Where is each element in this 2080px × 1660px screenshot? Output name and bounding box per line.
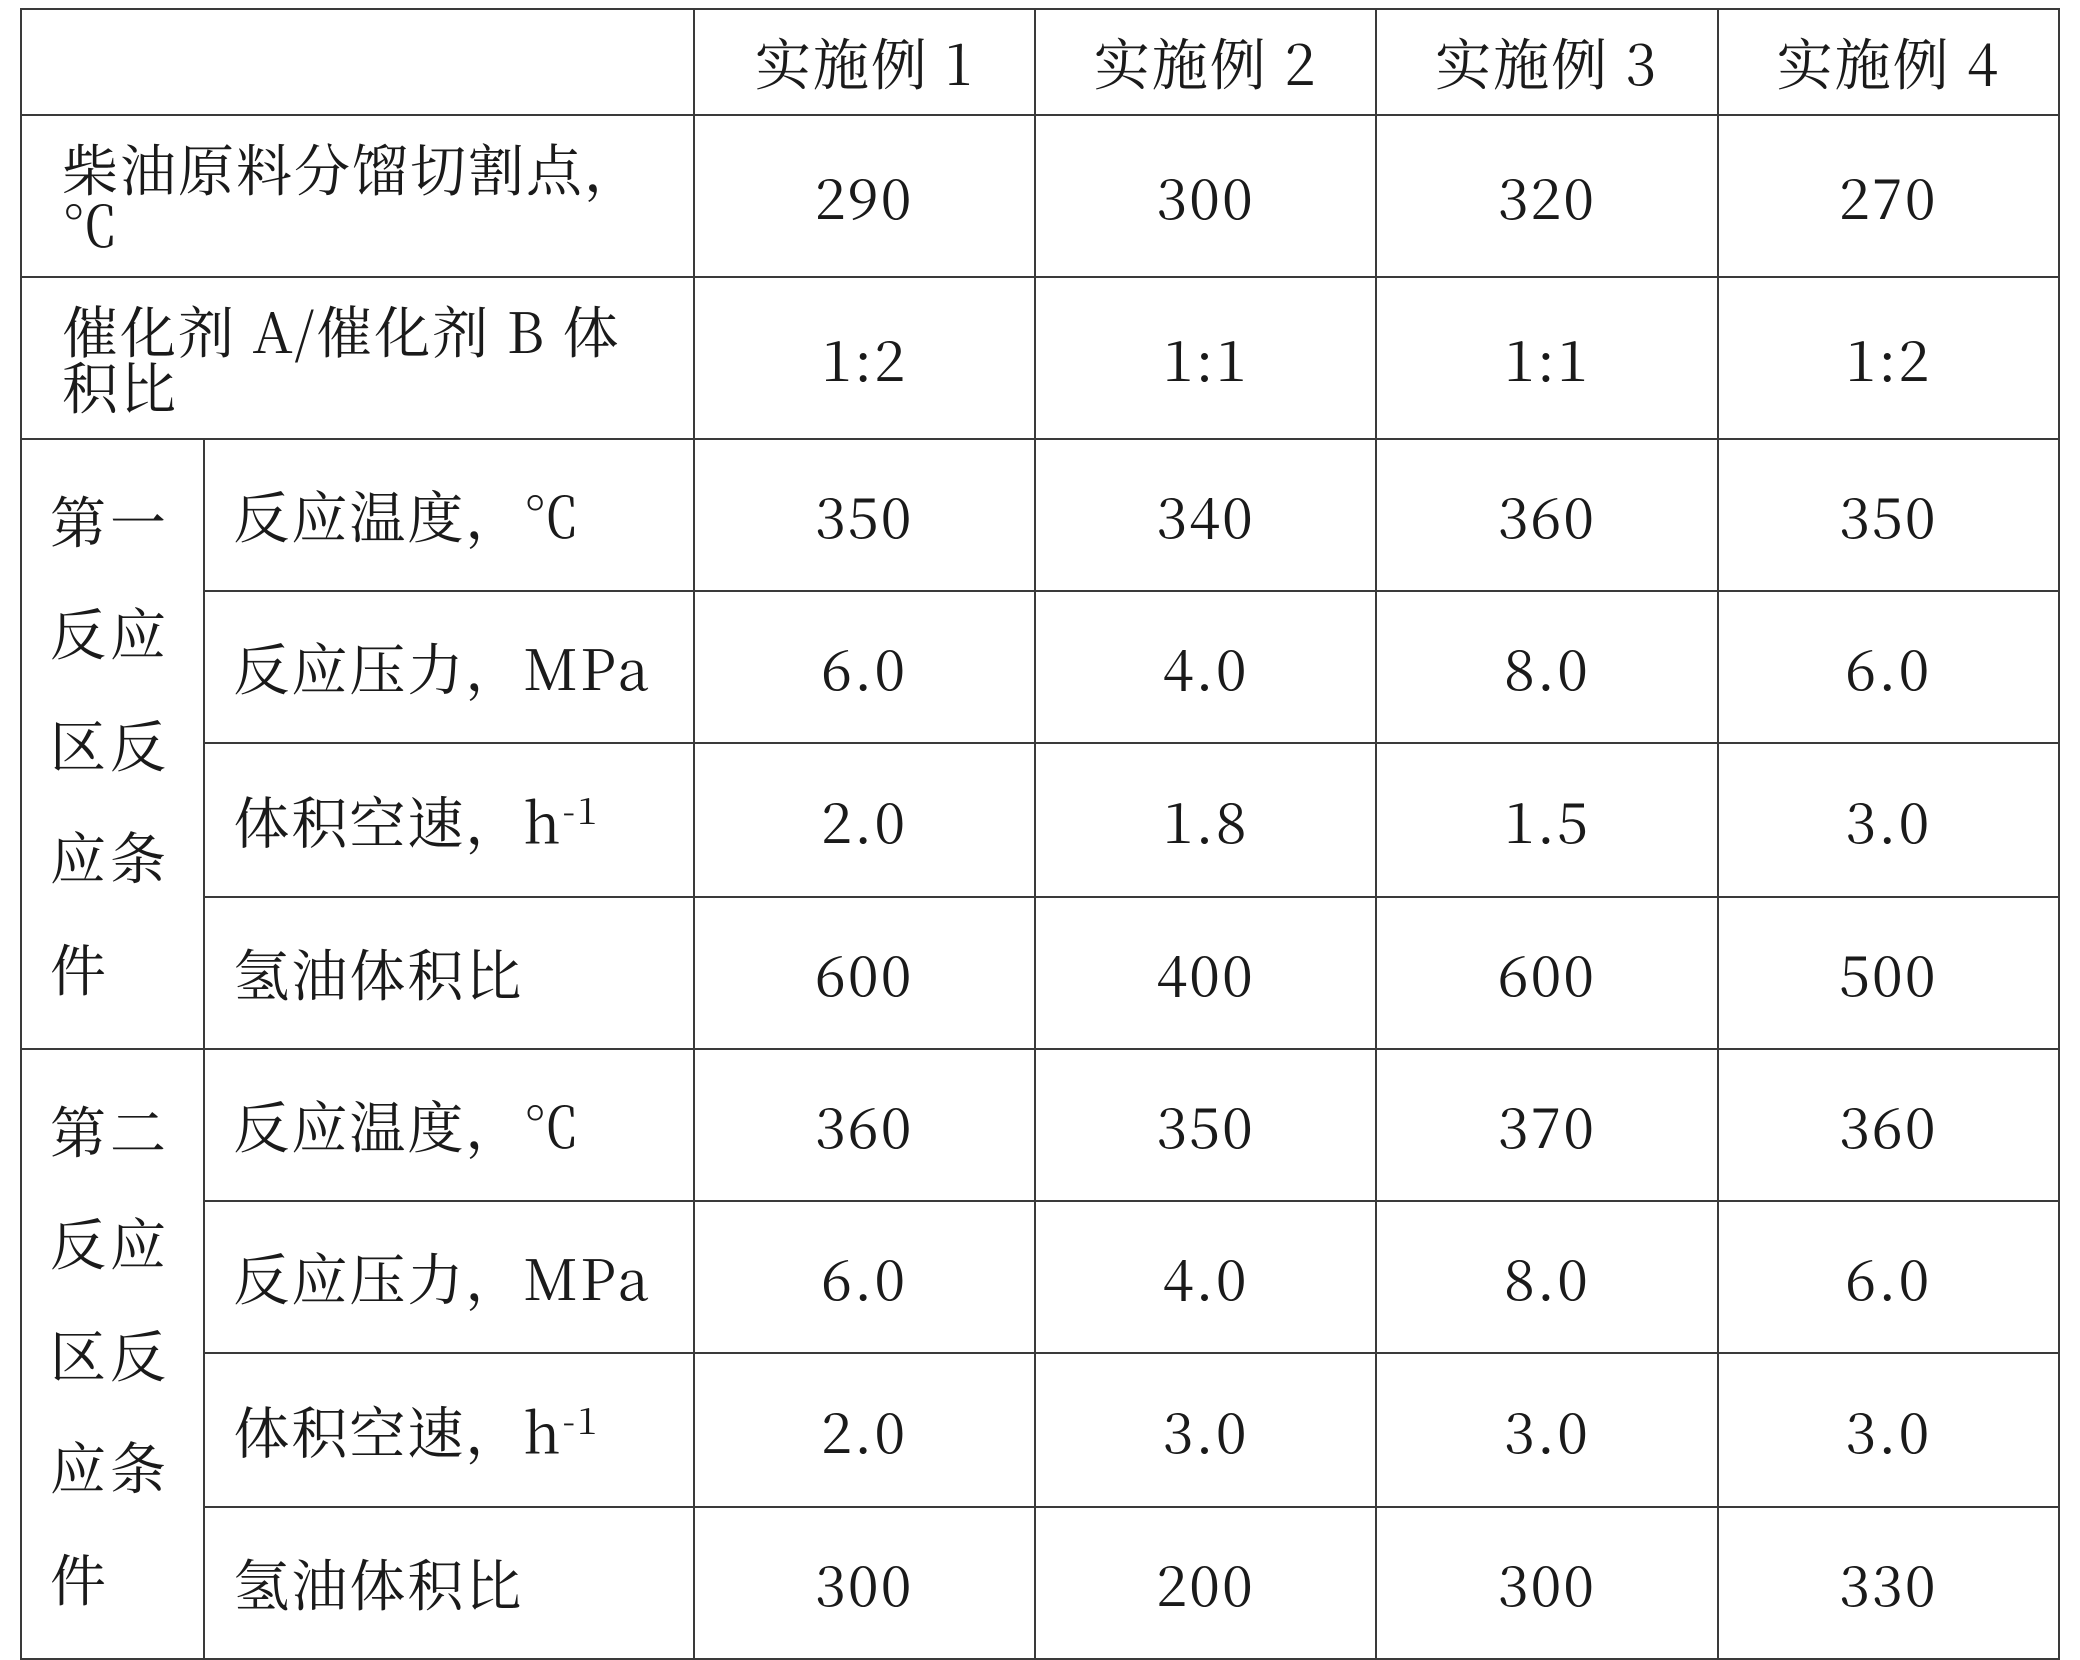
parameters-table: 实施例 1 实施例 2 实施例 3 实施例 4 柴油原料分馏切割点，℃ 290 … [20,8,2060,1660]
cell: 370 [1376,1049,1717,1201]
row-label: 反应压力，MPa [204,591,693,743]
cell: 1:2 [694,277,1035,439]
cell: 1.8 [1035,743,1376,897]
table-row: 第一反应区反应条件 反应温度，℃ 350 340 360 350 [21,439,2059,591]
cell: 3.0 [1035,1353,1376,1507]
header-ex3: 实施例 3 [1376,9,1717,115]
cell: 360 [1718,1049,2059,1201]
cell: 600 [1376,897,1717,1049]
row-label-catalyst-ratio: 催化剂 A/催化剂 B 体积比 [21,277,694,439]
header-blank [21,9,694,115]
cell: 8.0 [1376,591,1717,743]
cell: 350 [694,439,1035,591]
table-row: 体积空速，h-1 2.0 3.0 3.0 3.0 [21,1353,2059,1507]
cell: 320 [1376,115,1717,277]
table-row: 氢油体积比 300 200 300 330 [21,1507,2059,1659]
table-row: 反应压力，MPa 6.0 4.0 8.0 6.0 [21,1201,2059,1353]
cell: 3.0 [1718,1353,2059,1507]
cell: 290 [694,115,1035,277]
cell: 1:2 [1718,277,2059,439]
row-label-cut-point: 柴油原料分馏切割点，℃ [21,115,694,277]
table-row: 实施例 1 实施例 2 实施例 3 实施例 4 [21,9,2059,115]
table-row: 反应压力，MPa 6.0 4.0 8.0 6.0 [21,591,2059,743]
cell: 6.0 [1718,591,2059,743]
cell: 3.0 [1718,743,2059,897]
row-label-space-velocity: 体积空速，h-1 [204,1353,693,1507]
cell: 350 [1718,439,2059,591]
cell: 2.0 [694,1353,1035,1507]
table-row: 体积空速，h-1 2.0 1.8 1.5 3.0 [21,743,2059,897]
cell: 3.0 [1376,1353,1717,1507]
cell: 6.0 [1718,1201,2059,1353]
table-container: 实施例 1 实施例 2 实施例 3 实施例 4 柴油原料分馏切割点，℃ 290 … [0,0,2080,1274]
row-label: 氢油体积比 [204,1507,693,1659]
cell: 300 [694,1507,1035,1659]
table-row: 柴油原料分馏切割点，℃ 290 300 320 270 [21,115,2059,277]
group-label-zone2: 第二反应区反应条件 [21,1049,204,1659]
row-label: 氢油体积比 [204,897,693,1049]
group-label-zone1: 第一反应区反应条件 [21,439,204,1049]
row-label: 反应温度，℃ [204,439,693,591]
cell: 350 [1035,1049,1376,1201]
label-sup: -1 [563,783,600,835]
table-row: 氢油体积比 600 400 600 500 [21,897,2059,1049]
cell: 1:1 [1035,277,1376,439]
label-prefix: 体积空速，h [233,1391,562,1471]
table-row: 催化剂 A/催化剂 B 体积比 1:2 1:1 1:1 1:2 [21,277,2059,439]
cell: 600 [694,897,1035,1049]
header-ex1: 实施例 1 [694,9,1035,115]
cell: 6.0 [694,1201,1035,1353]
row-label: 反应温度，℃ [204,1049,693,1201]
cell: 500 [1718,897,2059,1049]
cell: 4.0 [1035,1201,1376,1353]
cell: 1:1 [1376,277,1717,439]
cell: 1.5 [1376,743,1717,897]
row-label-space-velocity: 体积空速，h-1 [204,743,693,897]
label-sup: -1 [563,1393,600,1445]
cell: 2.0 [694,743,1035,897]
cell: 8.0 [1376,1201,1717,1353]
cell: 340 [1035,439,1376,591]
row-label: 反应压力，MPa [204,1201,693,1353]
cell: 4.0 [1035,591,1376,743]
header-ex4: 实施例 4 [1718,9,2059,115]
cell: 360 [694,1049,1035,1201]
table-row: 第二反应区反应条件 反应温度，℃ 360 350 370 360 [21,1049,2059,1201]
cell: 400 [1035,897,1376,1049]
cell: 270 [1718,115,2059,277]
cell: 330 [1718,1507,2059,1659]
cell: 300 [1376,1507,1717,1659]
cell: 200 [1035,1507,1376,1659]
cell: 300 [1035,115,1376,277]
label-prefix: 体积空速，h [233,781,562,861]
cell: 360 [1376,439,1717,591]
header-ex2: 实施例 2 [1035,9,1376,115]
cell: 6.0 [694,591,1035,743]
